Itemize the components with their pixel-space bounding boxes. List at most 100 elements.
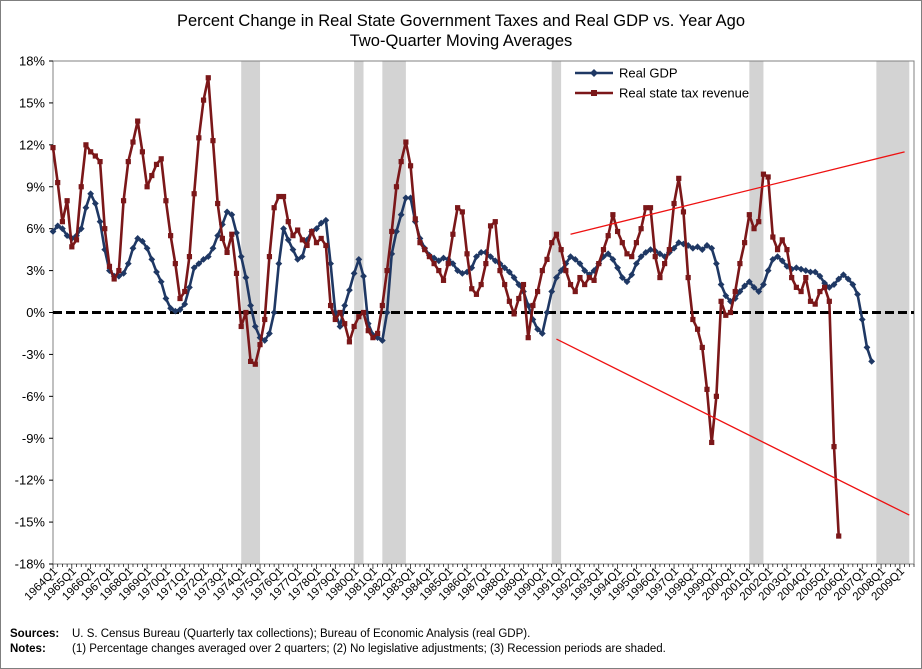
real-state-tax-revenue-point	[163, 198, 169, 204]
real-gdp-point	[604, 250, 612, 258]
real-state-tax-revenue-point	[685, 274, 691, 281]
real-state-tax-revenue-point	[487, 223, 494, 229]
real-state-tax-revenue-point	[459, 209, 465, 215]
y-tick-label: -18%	[15, 557, 46, 572]
real-state-tax-revenue-point	[506, 298, 512, 304]
real-state-tax-revenue-point	[224, 249, 230, 256]
real-state-tax-revenue-point	[680, 209, 687, 215]
real-state-tax-revenue-point	[831, 444, 837, 450]
real-state-tax-revenue-point	[770, 234, 776, 240]
real-state-tax-revenue-point	[200, 97, 207, 103]
real-state-tax-revenue-point	[798, 288, 804, 295]
real-state-tax-revenue-point	[440, 277, 447, 283]
chart-title: Percent Change in Real State Government …	[176, 12, 746, 30]
real-state-tax-revenue-point	[360, 309, 367, 316]
real-state-tax-revenue-point	[83, 142, 89, 148]
real-state-tax-revenue-point	[407, 163, 414, 169]
real-gdp-point	[675, 239, 683, 247]
real-state-tax-revenue-point	[422, 247, 428, 253]
real-gdp-point	[280, 225, 287, 233]
real-state-tax-revenue-point	[756, 219, 762, 225]
real-state-tax-revenue-point	[168, 233, 174, 239]
real-state-tax-revenue-point	[549, 240, 555, 246]
y-tick-label: -3%	[22, 347, 46, 362]
real-state-tax-revenue-point	[276, 193, 282, 200]
real-gdp-point	[731, 295, 739, 302]
real-gdp-point	[275, 260, 283, 267]
real-state-tax-revenue-point	[732, 288, 738, 295]
real-state-tax-revenue-point	[285, 219, 291, 225]
real-state-tax-revenue-point	[619, 240, 625, 246]
real-state-tax-revenue-point	[257, 342, 263, 348]
real-state-tax-revenue-point	[59, 219, 66, 225]
real-state-tax-revenue-point	[219, 235, 225, 242]
real-state-tax-revenue-point	[106, 263, 113, 269]
y-tick-label: 18%	[19, 54, 45, 69]
real-gdp-point	[454, 267, 462, 274]
real-state-tax-revenue-point	[346, 339, 353, 345]
real-state-tax-revenue-point	[817, 288, 823, 295]
real-state-tax-revenue-point	[520, 281, 527, 288]
real-state-tax-revenue-point	[144, 184, 150, 190]
real-gdp-point	[835, 275, 843, 283]
real-gdp-point	[157, 278, 165, 286]
real-state-tax-revenue-point	[455, 205, 461, 211]
real-gdp-point	[501, 264, 509, 272]
real-gdp-point	[722, 292, 730, 300]
real-state-tax-revenue-point	[694, 326, 701, 332]
real-state-tax-revenue-point	[563, 267, 569, 274]
real-state-tax-revenue-point	[723, 312, 729, 318]
real-state-tax-revenue-point	[295, 227, 301, 233]
real-state-tax-revenue-point	[591, 277, 597, 283]
real-state-tax-revenue-point	[304, 242, 310, 249]
real-gdp-point	[171, 307, 179, 315]
real-gdp-point	[383, 309, 391, 316]
real-state-tax-revenue-point	[629, 254, 635, 260]
real-state-tax-revenue-point	[690, 316, 696, 323]
real-state-tax-revenue-point	[558, 247, 564, 253]
real-gdp-point	[491, 257, 499, 265]
real-gdp-point	[134, 235, 142, 242]
real-state-tax-revenue-point	[120, 198, 127, 204]
real-state-tax-revenue-point	[78, 184, 84, 190]
real-state-tax-revenue-point	[327, 302, 334, 309]
real-gdp-point	[251, 323, 259, 330]
real-state-tax-revenue-point	[205, 75, 211, 81]
real-state-tax-revenue-point	[139, 149, 145, 155]
chart-subtitle: Two-Quarter Moving Averages	[349, 32, 573, 50]
real-gdp-point	[473, 253, 480, 261]
real-state-tax-revenue-point	[50, 145, 56, 151]
real-gdp-point	[327, 260, 334, 267]
real-state-tax-revenue-point	[822, 284, 828, 290]
real-state-tax-revenue-point	[102, 226, 108, 232]
real-state-tax-revenue-point	[182, 288, 188, 295]
real-gdp-point	[717, 281, 725, 288]
real-state-tax-revenue-point	[789, 274, 795, 281]
real-state-tax-revenue-point	[389, 228, 395, 235]
real-gdp-point	[350, 269, 358, 277]
real-state-tax-revenue-point	[737, 260, 743, 267]
real-gdp-point	[769, 256, 777, 263]
real-state-tax-revenue-point	[323, 242, 329, 249]
real-state-tax-revenue-point	[657, 274, 663, 281]
real-state-tax-revenue-point	[55, 179, 61, 186]
real-gdp-point	[124, 260, 132, 267]
real-gdp-point	[266, 330, 273, 337]
real-gdp-point	[176, 306, 184, 314]
real-state-tax-revenue-point	[709, 439, 715, 446]
real-gdp-point	[59, 225, 66, 233]
real-gdp-point	[670, 244, 678, 252]
real-gdp-point	[294, 256, 302, 263]
real-gdp-point	[49, 228, 57, 235]
real-gdp-point	[609, 256, 617, 263]
real-gdp-point	[435, 257, 443, 265]
real-gdp-point	[298, 253, 306, 261]
real-gdp-point	[553, 274, 560, 281]
real-gdp-point	[153, 268, 160, 276]
real-state-tax-revenue-point	[464, 251, 470, 257]
y-tick-label: 6%	[26, 221, 45, 236]
real-gdp-point	[505, 268, 513, 276]
real-gdp-point	[261, 337, 269, 344]
real-gdp-point	[204, 253, 212, 261]
